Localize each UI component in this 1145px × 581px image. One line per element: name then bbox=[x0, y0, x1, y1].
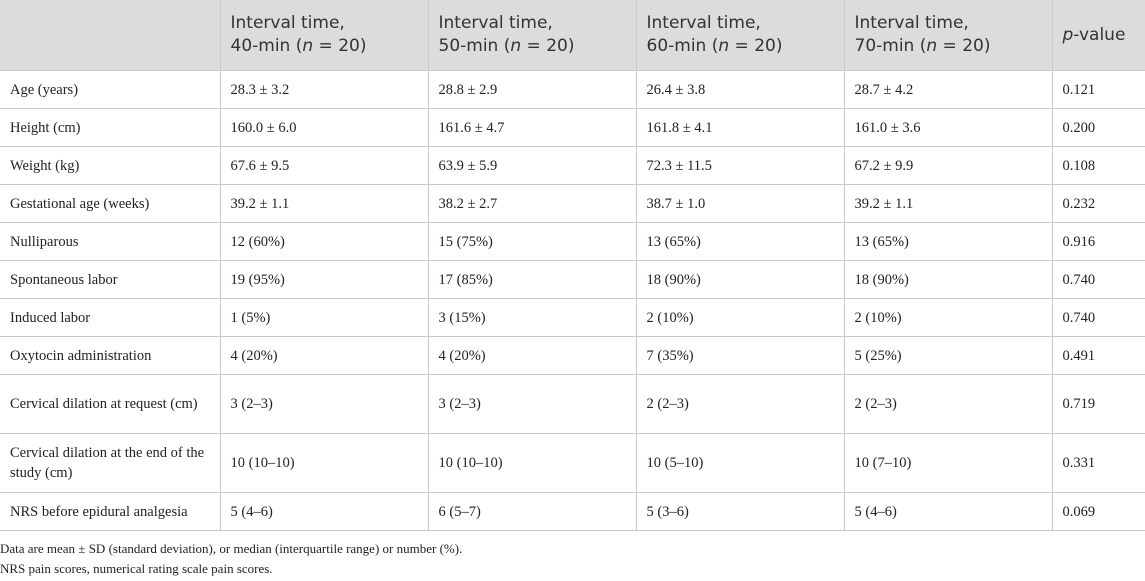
header-cell-pvalue: p-value bbox=[1051, 0, 1145, 71]
table-row: Height (cm) 160.0 ± 6.0 161.6 ± 4.7 161.… bbox=[0, 108, 1145, 147]
footnote: Data are mean ± SD (standard deviation),… bbox=[0, 541, 463, 556]
table-cell: 17 (85%) bbox=[427, 260, 637, 299]
table-cell: 1 (5%) bbox=[219, 298, 429, 337]
table-cell: 10 (5–10) bbox=[635, 433, 845, 493]
table-cell: 2 (2–3) bbox=[843, 374, 1053, 434]
table-cell: 13 (65%) bbox=[843, 222, 1053, 261]
table-cell: Gestational age (weeks) bbox=[0, 184, 221, 223]
table-cell: 26.4 ± 3.8 bbox=[635, 70, 845, 109]
table-cell: 2 (10%) bbox=[843, 298, 1053, 337]
table-cell: 0.069 bbox=[1051, 492, 1145, 531]
table-row: Spontaneous labor 19 (95%) 17 (85%) 18 (… bbox=[0, 260, 1145, 299]
table-cell: 28.8 ± 2.9 bbox=[427, 70, 637, 109]
table-cell: 10 (10–10) bbox=[427, 433, 637, 493]
table-cell: 161.0 ± 3.6 bbox=[843, 108, 1053, 147]
table-cell: 39.2 ± 1.1 bbox=[843, 184, 1053, 223]
table-footnotes: Data are mean ± SD (standard deviation),… bbox=[0, 539, 462, 579]
header-cell-50min: Interval time, 50-min (n = 20) bbox=[427, 0, 637, 71]
table-cell: Nulliparous bbox=[0, 222, 221, 261]
table-cell: 72.3 ± 11.5 bbox=[635, 146, 845, 185]
table-cell: 4 (20%) bbox=[219, 336, 429, 375]
table-cell: 3 (2–3) bbox=[219, 374, 429, 434]
footnote: NRS pain scores, numerical rating scale … bbox=[0, 561, 273, 576]
table-row: NRS before epidural analgesia 5 (4–6) 6 … bbox=[0, 492, 1145, 531]
table-cell: 2 (2–3) bbox=[635, 374, 845, 434]
table-cell: 10 (10–10) bbox=[219, 433, 429, 493]
table-cell: 6 (5–7) bbox=[427, 492, 637, 531]
table-cell: 15 (75%) bbox=[427, 222, 637, 261]
table-cell: 19 (95%) bbox=[219, 260, 429, 299]
table-cell: 161.6 ± 4.7 bbox=[427, 108, 637, 147]
header-cell-60min: Interval time, 60-min (n = 20) bbox=[635, 0, 845, 71]
table-row: Cervical dilation at the end of the stud… bbox=[0, 433, 1145, 493]
table-cell: 38.2 ± 2.7 bbox=[427, 184, 637, 223]
table-row: Induced labor 1 (5%) 3 (15%) 2 (10%) 2 (… bbox=[0, 298, 1145, 337]
table-cell: 0.108 bbox=[1051, 146, 1145, 185]
table-cell: Induced labor bbox=[0, 298, 221, 337]
table-cell: 28.7 ± 4.2 bbox=[843, 70, 1053, 109]
table-row: Oxytocin administration 4 (20%) 4 (20%) … bbox=[0, 336, 1145, 375]
table-cell: 161.8 ± 4.1 bbox=[635, 108, 845, 147]
table-cell: 18 (90%) bbox=[635, 260, 845, 299]
table-cell: 7 (35%) bbox=[635, 336, 845, 375]
table-cell: 67.2 ± 9.9 bbox=[843, 146, 1053, 185]
table-cell: 39.2 ± 1.1 bbox=[219, 184, 429, 223]
table-cell: 2 (10%) bbox=[635, 298, 845, 337]
table-cell: Height (cm) bbox=[0, 108, 221, 147]
table-cell: 0.491 bbox=[1051, 336, 1145, 375]
table-cell: Cervical dilation at the end of the stud… bbox=[0, 433, 221, 493]
table-cell: 0.232 bbox=[1051, 184, 1145, 223]
table-cell: 0.916 bbox=[1051, 222, 1145, 261]
table-cell: 0.331 bbox=[1051, 433, 1145, 493]
table-cell: 28.3 ± 3.2 bbox=[219, 70, 429, 109]
header-cell-40min: Interval time, 40-min (n = 20) bbox=[219, 0, 429, 71]
table-cell: 0.740 bbox=[1051, 298, 1145, 337]
baseline-table: Interval time, 40-min (n = 20) Interval t… bbox=[0, 0, 1145, 531]
table-cell: Age (years) bbox=[0, 70, 221, 109]
table-row: Weight (kg) 67.6 ± 9.5 63.9 ± 5.9 72.3 ±… bbox=[0, 146, 1145, 185]
header-row: Interval time, 40-min (n = 20) Interval t… bbox=[0, 0, 1145, 71]
table-cell: 5 (3–6) bbox=[635, 492, 845, 531]
table-cell: 3 (2–3) bbox=[427, 374, 637, 434]
table-cell: 5 (4–6) bbox=[843, 492, 1053, 531]
header-cell-empty bbox=[0, 0, 221, 71]
table-cell: 5 (4–6) bbox=[219, 492, 429, 531]
table-cell: 0.740 bbox=[1051, 260, 1145, 299]
table-row: Nulliparous 12 (60%) 15 (75%) 13 (65%) 1… bbox=[0, 222, 1145, 261]
table-cell: Oxytocin administration bbox=[0, 336, 221, 375]
table-cell: 13 (65%) bbox=[635, 222, 845, 261]
table-cell: 63.9 ± 5.9 bbox=[427, 146, 637, 185]
table-cell: Weight (kg) bbox=[0, 146, 221, 185]
table-cell: NRS before epidural analgesia bbox=[0, 492, 221, 531]
table-cell: 0.200 bbox=[1051, 108, 1145, 147]
table-row: Gestational age (weeks) 39.2 ± 1.1 38.2 … bbox=[0, 184, 1145, 223]
table-cell: Cervical dilation at request (cm) bbox=[0, 374, 221, 434]
table-cell: 38.7 ± 1.0 bbox=[635, 184, 845, 223]
table-row: Age (years) 28.3 ± 3.2 28.8 ± 2.9 26.4 ±… bbox=[0, 70, 1145, 109]
table-cell: 4 (20%) bbox=[427, 336, 637, 375]
table-cell: 0.719 bbox=[1051, 374, 1145, 434]
table-cell: 18 (90%) bbox=[843, 260, 1053, 299]
table-cell: 12 (60%) bbox=[219, 222, 429, 261]
table-cell: 3 (15%) bbox=[427, 298, 637, 337]
header-cell-70min: Interval time, 70-min (n = 20) bbox=[843, 0, 1053, 71]
table-cell: 160.0 ± 6.0 bbox=[219, 108, 429, 147]
table-cell: 67.6 ± 9.5 bbox=[219, 146, 429, 185]
table-cell: 10 (7–10) bbox=[843, 433, 1053, 493]
table-cell: Spontaneous labor bbox=[0, 260, 221, 299]
table-cell: 0.121 bbox=[1051, 70, 1145, 109]
table-row: Cervical dilation at request (cm) 3 (2–3… bbox=[0, 374, 1145, 434]
table-cell: 5 (25%) bbox=[843, 336, 1053, 375]
